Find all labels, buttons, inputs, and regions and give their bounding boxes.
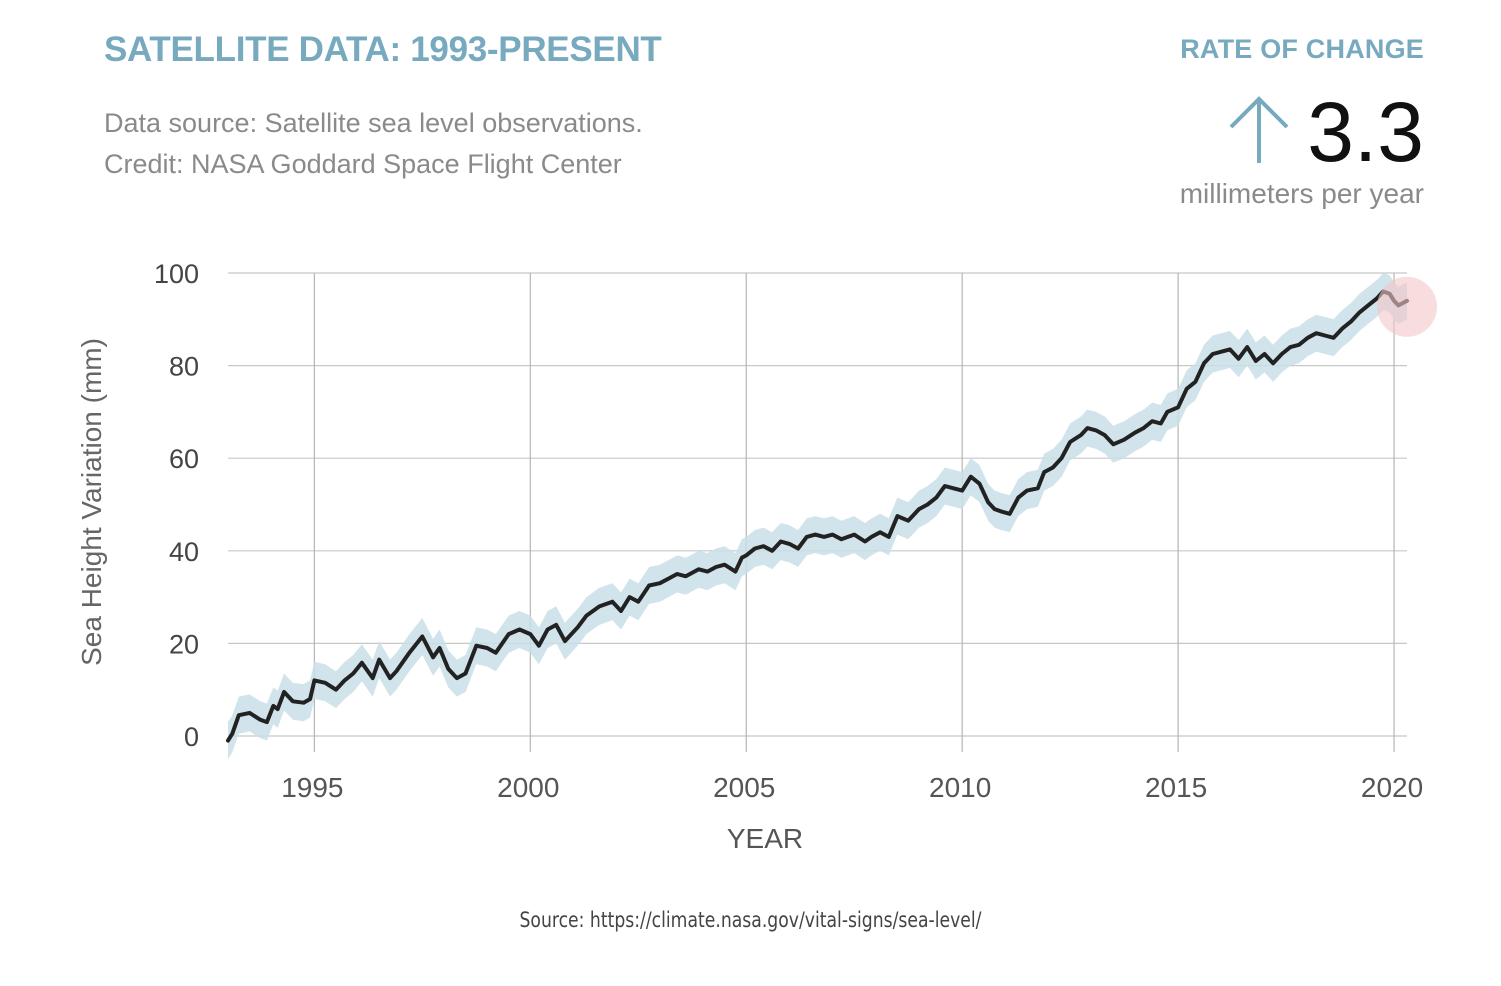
x-tick-label: 2000 <box>497 772 559 803</box>
latest-value-highlight <box>1377 276 1437 337</box>
rate-of-change-label: RATE OF CHANGE <box>1180 34 1424 64</box>
y-tick-label: 100 <box>154 259 199 289</box>
uncertainty-band <box>228 273 1407 760</box>
x-tick-label: 1995 <box>281 772 343 803</box>
sea-level-line <box>226 289 1409 743</box>
x-tick-label: 2015 <box>1145 772 1207 803</box>
source-footnote: Source: https://climate.nasa.gov/vital-s… <box>519 908 982 932</box>
x-tick-label: 2010 <box>929 772 991 803</box>
data-source-text: Data source: Satellite sea level observa… <box>104 108 643 138</box>
up-arrow-icon <box>1229 96 1289 163</box>
y-tick-label: 40 <box>169 537 199 567</box>
x-axis-label: YEAR <box>727 823 803 854</box>
rate-unit: millimeters per year <box>1179 178 1424 209</box>
credit-block: Data source: Satellite sea level observa… <box>104 103 643 185</box>
y-tick-label: 0 <box>184 722 199 752</box>
y-tick-label: 80 <box>169 352 199 382</box>
credit-text: Credit: NASA Goddard Space Flight Center <box>104 149 622 179</box>
sea-level-chart: 0 20 40 60 80 100 1995 2000 2005 2010 2015 2020 YEAR… <box>76 259 1437 854</box>
x-tick-label: 2020 <box>1361 772 1423 803</box>
y-axis-label: Sea Height Variation (mm) <box>76 338 107 666</box>
y-tick-label: 60 <box>169 444 199 474</box>
rate-value: 3.3 <box>1307 85 1424 179</box>
y-tick-label: 20 <box>169 629 199 659</box>
x-tick-label: 2005 <box>713 772 775 803</box>
chart-title: SATELLITE DATA: 1993-PRESENT <box>104 30 662 69</box>
